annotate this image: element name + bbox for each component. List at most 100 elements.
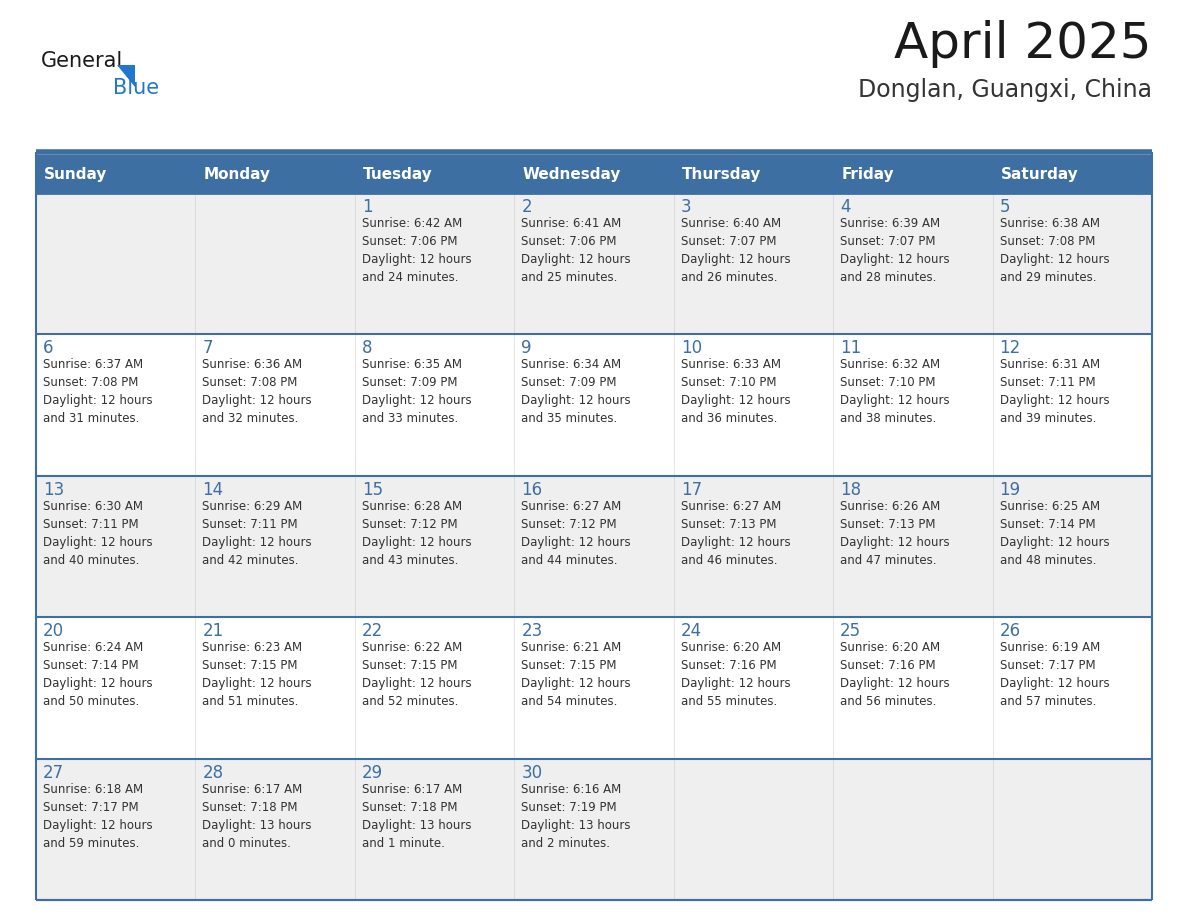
Bar xyxy=(355,758,514,900)
Bar xyxy=(674,758,833,900)
Bar xyxy=(833,617,992,758)
Polygon shape xyxy=(116,65,135,87)
Bar xyxy=(833,334,992,476)
Text: Sunrise: 6:22 AM
Sunset: 7:15 PM
Daylight: 12 hours
and 52 minutes.: Sunrise: 6:22 AM Sunset: 7:15 PM Dayligh… xyxy=(362,641,472,708)
Text: Sunrise: 6:32 AM
Sunset: 7:10 PM
Daylight: 12 hours
and 38 minutes.: Sunrise: 6:32 AM Sunset: 7:10 PM Dayligh… xyxy=(840,358,949,425)
Text: Friday: Friday xyxy=(841,166,893,182)
Text: 13: 13 xyxy=(43,481,64,498)
Bar xyxy=(992,193,1152,334)
Text: 29: 29 xyxy=(362,764,383,781)
Text: Sunrise: 6:42 AM
Sunset: 7:06 PM
Daylight: 12 hours
and 24 minutes.: Sunrise: 6:42 AM Sunset: 7:06 PM Dayligh… xyxy=(362,217,472,284)
Text: 30: 30 xyxy=(522,764,543,781)
Bar xyxy=(196,758,355,900)
Text: Thursday: Thursday xyxy=(682,166,762,182)
Bar xyxy=(674,334,833,476)
Bar xyxy=(196,476,355,617)
Bar xyxy=(36,334,196,476)
Text: Blue: Blue xyxy=(113,78,159,98)
Text: Sunrise: 6:35 AM
Sunset: 7:09 PM
Daylight: 12 hours
and 33 minutes.: Sunrise: 6:35 AM Sunset: 7:09 PM Dayligh… xyxy=(362,358,472,425)
Text: 9: 9 xyxy=(522,340,532,357)
Text: Sunrise: 6:20 AM
Sunset: 7:16 PM
Daylight: 12 hours
and 56 minutes.: Sunrise: 6:20 AM Sunset: 7:16 PM Dayligh… xyxy=(840,641,949,708)
Text: 17: 17 xyxy=(681,481,702,498)
Text: 8: 8 xyxy=(362,340,372,357)
Bar xyxy=(992,758,1152,900)
Text: Sunrise: 6:18 AM
Sunset: 7:17 PM
Daylight: 12 hours
and 59 minutes.: Sunrise: 6:18 AM Sunset: 7:17 PM Dayligh… xyxy=(43,783,152,849)
Text: 27: 27 xyxy=(43,764,64,781)
Text: 22: 22 xyxy=(362,622,383,640)
Bar xyxy=(514,758,674,900)
Text: 28: 28 xyxy=(202,764,223,781)
Text: Monday: Monday xyxy=(203,166,271,182)
Text: Sunday: Sunday xyxy=(44,166,107,182)
Bar xyxy=(992,334,1152,476)
Text: Sunrise: 6:36 AM
Sunset: 7:08 PM
Daylight: 12 hours
and 32 minutes.: Sunrise: 6:36 AM Sunset: 7:08 PM Dayligh… xyxy=(202,358,312,425)
Text: 14: 14 xyxy=(202,481,223,498)
Text: 11: 11 xyxy=(840,340,861,357)
Text: Sunrise: 6:29 AM
Sunset: 7:11 PM
Daylight: 12 hours
and 42 minutes.: Sunrise: 6:29 AM Sunset: 7:11 PM Dayligh… xyxy=(202,499,312,566)
Bar xyxy=(992,476,1152,617)
Text: Donglan, Guangxi, China: Donglan, Guangxi, China xyxy=(858,78,1152,102)
Bar xyxy=(674,193,833,334)
Bar xyxy=(196,617,355,758)
Bar xyxy=(514,334,674,476)
Text: Sunrise: 6:27 AM
Sunset: 7:12 PM
Daylight: 12 hours
and 44 minutes.: Sunrise: 6:27 AM Sunset: 7:12 PM Dayligh… xyxy=(522,499,631,566)
Text: 4: 4 xyxy=(840,198,851,216)
Bar xyxy=(674,617,833,758)
Bar xyxy=(36,193,196,334)
Bar xyxy=(36,758,196,900)
Bar xyxy=(36,617,196,758)
Text: 26: 26 xyxy=(999,622,1020,640)
Text: Sunrise: 6:30 AM
Sunset: 7:11 PM
Daylight: 12 hours
and 40 minutes.: Sunrise: 6:30 AM Sunset: 7:11 PM Dayligh… xyxy=(43,499,152,566)
Text: 7: 7 xyxy=(202,340,213,357)
Text: 19: 19 xyxy=(999,481,1020,498)
Text: Sunrise: 6:40 AM
Sunset: 7:07 PM
Daylight: 12 hours
and 26 minutes.: Sunrise: 6:40 AM Sunset: 7:07 PM Dayligh… xyxy=(681,217,790,284)
Text: 24: 24 xyxy=(681,622,702,640)
Text: 6: 6 xyxy=(43,340,53,357)
Text: 25: 25 xyxy=(840,622,861,640)
Bar xyxy=(355,193,514,334)
Text: Wednesday: Wednesday xyxy=(523,166,620,182)
Text: Sunrise: 6:25 AM
Sunset: 7:14 PM
Daylight: 12 hours
and 48 minutes.: Sunrise: 6:25 AM Sunset: 7:14 PM Dayligh… xyxy=(999,499,1110,566)
Text: Sunrise: 6:17 AM
Sunset: 7:18 PM
Daylight: 13 hours
and 0 minutes.: Sunrise: 6:17 AM Sunset: 7:18 PM Dayligh… xyxy=(202,783,312,849)
Text: 21: 21 xyxy=(202,622,223,640)
Text: 1: 1 xyxy=(362,198,373,216)
Bar xyxy=(355,334,514,476)
Text: April 2025: April 2025 xyxy=(895,20,1152,68)
Text: Sunrise: 6:38 AM
Sunset: 7:08 PM
Daylight: 12 hours
and 29 minutes.: Sunrise: 6:38 AM Sunset: 7:08 PM Dayligh… xyxy=(999,217,1110,284)
Bar xyxy=(514,193,674,334)
Bar xyxy=(355,617,514,758)
Bar xyxy=(196,334,355,476)
Text: 20: 20 xyxy=(43,622,64,640)
Bar xyxy=(833,476,992,617)
Text: Sunrise: 6:28 AM
Sunset: 7:12 PM
Daylight: 12 hours
and 43 minutes.: Sunrise: 6:28 AM Sunset: 7:12 PM Dayligh… xyxy=(362,499,472,566)
Text: Sunrise: 6:39 AM
Sunset: 7:07 PM
Daylight: 12 hours
and 28 minutes.: Sunrise: 6:39 AM Sunset: 7:07 PM Dayligh… xyxy=(840,217,949,284)
Text: 5: 5 xyxy=(999,198,1010,216)
Bar xyxy=(196,193,355,334)
Bar xyxy=(674,476,833,617)
Text: Sunrise: 6:27 AM
Sunset: 7:13 PM
Daylight: 12 hours
and 46 minutes.: Sunrise: 6:27 AM Sunset: 7:13 PM Dayligh… xyxy=(681,499,790,566)
Text: 16: 16 xyxy=(522,481,543,498)
Bar xyxy=(992,617,1152,758)
Text: Sunrise: 6:21 AM
Sunset: 7:15 PM
Daylight: 12 hours
and 54 minutes.: Sunrise: 6:21 AM Sunset: 7:15 PM Dayligh… xyxy=(522,641,631,708)
Text: 23: 23 xyxy=(522,622,543,640)
Bar xyxy=(355,476,514,617)
Bar xyxy=(833,758,992,900)
Text: Sunrise: 6:26 AM
Sunset: 7:13 PM
Daylight: 12 hours
and 47 minutes.: Sunrise: 6:26 AM Sunset: 7:13 PM Dayligh… xyxy=(840,499,949,566)
Text: Sunrise: 6:19 AM
Sunset: 7:17 PM
Daylight: 12 hours
and 57 minutes.: Sunrise: 6:19 AM Sunset: 7:17 PM Dayligh… xyxy=(999,641,1110,708)
Text: Sunrise: 6:16 AM
Sunset: 7:19 PM
Daylight: 13 hours
and 2 minutes.: Sunrise: 6:16 AM Sunset: 7:19 PM Dayligh… xyxy=(522,783,631,849)
Bar xyxy=(36,476,196,617)
Text: 12: 12 xyxy=(999,340,1020,357)
Text: 3: 3 xyxy=(681,198,691,216)
Text: Sunrise: 6:20 AM
Sunset: 7:16 PM
Daylight: 12 hours
and 55 minutes.: Sunrise: 6:20 AM Sunset: 7:16 PM Dayligh… xyxy=(681,641,790,708)
Text: Sunrise: 6:31 AM
Sunset: 7:11 PM
Daylight: 12 hours
and 39 minutes.: Sunrise: 6:31 AM Sunset: 7:11 PM Dayligh… xyxy=(999,358,1110,425)
Text: Sunrise: 6:24 AM
Sunset: 7:14 PM
Daylight: 12 hours
and 50 minutes.: Sunrise: 6:24 AM Sunset: 7:14 PM Dayligh… xyxy=(43,641,152,708)
Bar xyxy=(514,617,674,758)
Text: Sunrise: 6:17 AM
Sunset: 7:18 PM
Daylight: 13 hours
and 1 minute.: Sunrise: 6:17 AM Sunset: 7:18 PM Dayligh… xyxy=(362,783,472,849)
Text: Tuesday: Tuesday xyxy=(362,166,432,182)
Text: Saturday: Saturday xyxy=(1000,166,1079,182)
Bar xyxy=(36,155,1152,193)
Bar xyxy=(514,476,674,617)
Bar xyxy=(833,193,992,334)
Text: 18: 18 xyxy=(840,481,861,498)
Text: 15: 15 xyxy=(362,481,383,498)
